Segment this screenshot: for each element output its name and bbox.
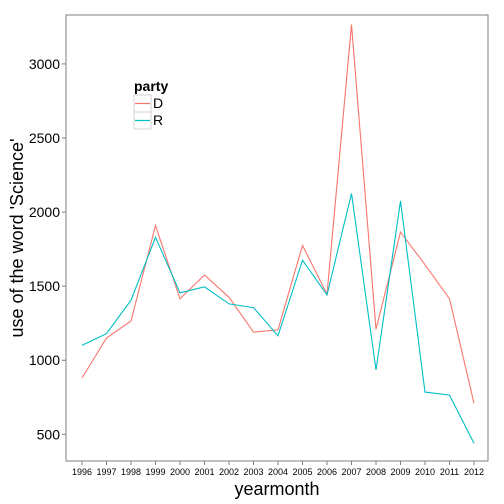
x-tick-label: 2010 — [415, 467, 435, 477]
y-tick-label: 1500 — [29, 278, 60, 294]
x-tick-label: 2007 — [341, 467, 361, 477]
y-tick-label: 2000 — [29, 204, 60, 220]
x-tick-label: 2011 — [440, 467, 459, 477]
x-tick-label: 2004 — [268, 467, 288, 477]
x-tick-label: 2000 — [170, 467, 190, 477]
x-tick-label: 2003 — [243, 467, 263, 477]
x-tick-label: 2006 — [317, 467, 337, 477]
x-tick-label: 2002 — [219, 467, 239, 477]
legend: party DR — [133, 78, 168, 130]
x-tick-label: 2005 — [292, 467, 312, 477]
plot-panel — [65, 14, 489, 462]
x-tick-label: 2001 — [194, 467, 214, 477]
series-line-R — [81, 193, 475, 444]
x-tick-label: 1996 — [72, 467, 92, 477]
x-tick-label: 2012 — [464, 467, 484, 477]
x-tick-label: 2008 — [366, 467, 386, 477]
x-tick-label: 1999 — [145, 467, 165, 477]
y-axis: 500 1000 1500 2000 2500 3000 — [29, 56, 66, 442]
legend-label-D: D — [153, 95, 163, 111]
x-tick-label: 1998 — [121, 467, 141, 477]
legend-label-R: R — [153, 112, 163, 128]
legend-title: party — [134, 78, 168, 94]
series-lines — [81, 24, 475, 444]
y-tick-label: 500 — [37, 426, 61, 442]
y-tick-label: 2500 — [29, 130, 60, 146]
x-tick-label: 2009 — [390, 467, 410, 477]
x-tick-label: 1997 — [96, 467, 116, 477]
y-tick-label: 1000 — [29, 352, 60, 368]
y-axis-title: use of the word 'Science' — [7, 139, 27, 338]
x-axis-title: yearmonth — [234, 479, 319, 499]
x-axis: 1996 1997 1998 1999 2000 2001 2002 2003 2004 2005… — [72, 461, 484, 477]
y-tick-label: 3000 — [29, 56, 60, 72]
